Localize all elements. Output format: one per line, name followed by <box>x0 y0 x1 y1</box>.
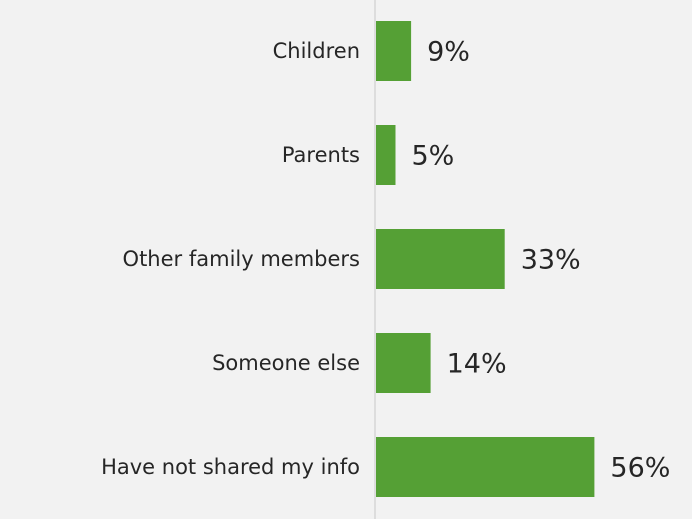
bar <box>376 333 431 393</box>
data-label: 5% <box>412 141 455 172</box>
bar <box>376 21 412 81</box>
value-labels: 9% 5% 33% 14% 56% <box>412 37 671 484</box>
category-label: Someone else <box>212 351 360 375</box>
data-label: 56% <box>610 453 670 484</box>
data-label: 33% <box>521 245 581 276</box>
bar <box>376 229 505 289</box>
category-label: Other family members <box>123 247 360 271</box>
category-label: Have not shared my info <box>101 455 360 479</box>
category-label: Children <box>273 39 360 63</box>
data-label: 9% <box>427 37 470 68</box>
bar <box>376 437 595 497</box>
bar <box>376 125 396 185</box>
category-labels: Children Parents Other family members Someo… <box>101 39 360 479</box>
bar-series <box>376 21 595 497</box>
category-label: Parents <box>282 143 360 167</box>
data-label: 14% <box>447 349 507 380</box>
